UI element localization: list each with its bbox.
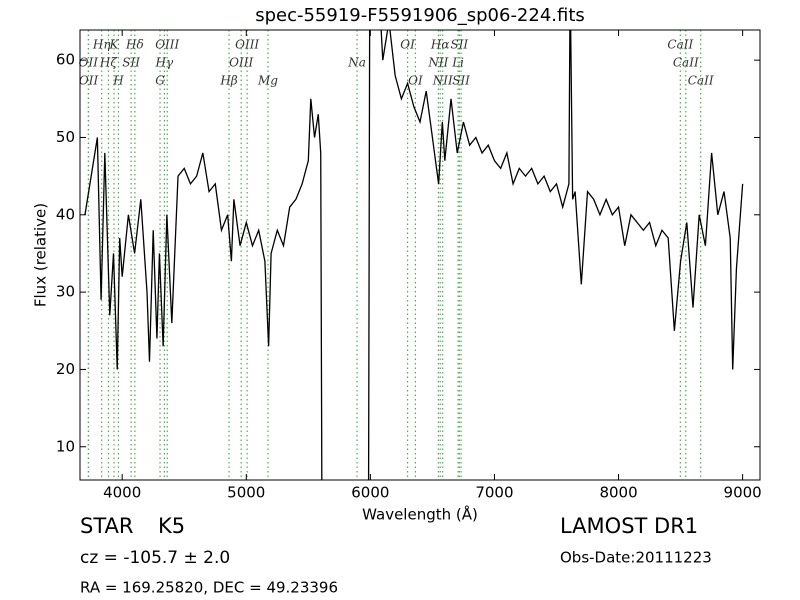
spectral-line-label: Hα bbox=[430, 38, 450, 52]
spectral-line-label: Hγ bbox=[155, 56, 174, 70]
plot-frame bbox=[79, 29, 761, 481]
x-tick-label: 6000 bbox=[351, 484, 389, 502]
chart-title: spec-55919-F5591906_sp06-224.fits bbox=[255, 5, 585, 26]
redshift-label: cz = -105.7 ± 2.0 bbox=[80, 548, 230, 568]
spectral-line-label: G bbox=[155, 74, 165, 88]
spectral-line-label: OI bbox=[400, 38, 415, 52]
x-tick-label: 7000 bbox=[475, 484, 513, 502]
spectral-line-label: OIII bbox=[235, 38, 259, 52]
spectral-line-label: Hδ bbox=[125, 38, 144, 52]
spectral-line-label: OIII bbox=[229, 56, 253, 70]
spectral-line-label: H bbox=[112, 74, 124, 88]
spectral-line-label: Hη bbox=[92, 38, 111, 52]
obs-date-label: Obs-Date:20111223 bbox=[560, 549, 712, 567]
spectral-line-label: SII bbox=[450, 38, 468, 52]
x-tick-label: 4000 bbox=[103, 484, 141, 502]
spectral-line-label: OI bbox=[408, 74, 423, 88]
spectral-line-label: OIII bbox=[155, 38, 179, 52]
y-tick-label: 30 bbox=[56, 283, 75, 301]
spectral-line-label: K bbox=[109, 38, 120, 52]
spectral-line-label: OII bbox=[79, 74, 99, 88]
plot-area bbox=[84, 30, 744, 480]
y-tick-label: 60 bbox=[56, 51, 75, 69]
spectral-line-label: CaII bbox=[673, 56, 699, 70]
spectral-line-label: Mg bbox=[257, 74, 278, 88]
spectral-line-label: SII bbox=[452, 74, 470, 88]
y-axis-label: Flux (relative) bbox=[32, 203, 50, 307]
spectrum-line bbox=[84, 30, 744, 480]
y-tick-label: 10 bbox=[56, 437, 75, 455]
spectral-line-label: Hβ bbox=[219, 74, 237, 88]
coordinates-label: RA = 169.25820, DEC = 49.23396 bbox=[80, 579, 338, 597]
subclass-label: K5 bbox=[158, 514, 185, 538]
class-label: STAR bbox=[80, 514, 133, 538]
spectral-line-label: CaII bbox=[667, 38, 693, 52]
y-tick-label: 20 bbox=[56, 360, 75, 378]
y-tick-label: 40 bbox=[56, 205, 75, 223]
x-axis-label: Wavelength (Å) bbox=[362, 505, 478, 524]
survey-label: LAMOST DR1 bbox=[560, 514, 698, 538]
spectral-line-label: SII bbox=[122, 56, 140, 70]
x-tick-label: 5000 bbox=[227, 484, 265, 502]
spectral-line-label: NII bbox=[432, 74, 453, 88]
x-tick-label: 8000 bbox=[599, 484, 637, 502]
y-tick-label: 50 bbox=[56, 128, 75, 146]
spectral-line-label: Li bbox=[451, 56, 464, 70]
spectral-line-label: CaII bbox=[688, 74, 714, 88]
spectral-line-label: Na bbox=[347, 56, 366, 70]
x-tick-label: 9000 bbox=[724, 484, 762, 502]
spectral-line-label: Hζ bbox=[99, 56, 118, 70]
spectral-line-label: OII bbox=[79, 56, 99, 70]
spectral-line-label: NII bbox=[427, 56, 448, 70]
